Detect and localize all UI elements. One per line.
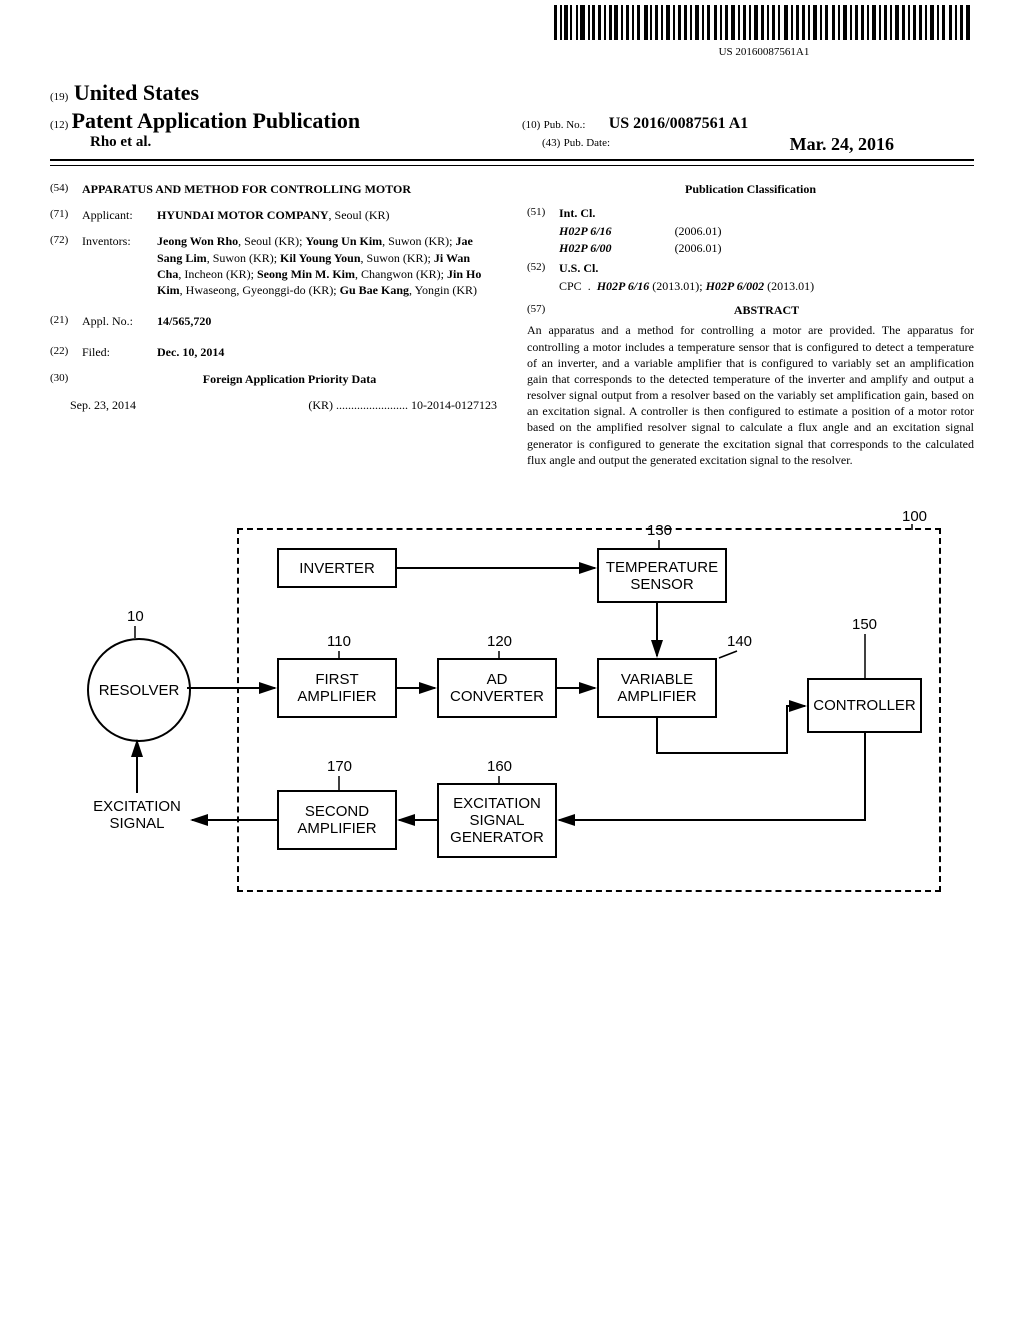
- applicant-loc: Seoul (KR): [335, 208, 390, 222]
- pub-date-label: Pub. Date:: [564, 137, 610, 149]
- priority-dots: ........................: [336, 398, 408, 412]
- abstract-text: An apparatus and a method for controllin…: [527, 322, 974, 468]
- appl-no: 14/565,720: [157, 314, 211, 328]
- var-amp-ref-num: 140: [727, 633, 752, 650]
- ad-converter-block: ADCONVERTER: [437, 658, 557, 718]
- inid-19: (19): [50, 91, 68, 103]
- inid-22: (22): [50, 344, 82, 360]
- pub-no: US 2016/0087561 A1: [609, 115, 749, 132]
- intcl-2-year: (2006.01): [675, 241, 722, 255]
- first-amp-ref-num: 110: [327, 633, 351, 650]
- intcl-label: Int. Cl.: [559, 206, 595, 220]
- authors-et-al: Rho et al.: [50, 134, 522, 155]
- ad-conv-ref-num: 120: [487, 633, 512, 650]
- inid-10: (10): [522, 119, 540, 131]
- filed-label: Filed:: [82, 344, 157, 360]
- biblio-right-column: Publication Classification (51) Int. Cl.…: [527, 181, 974, 468]
- doc-type: Patent Application Publication: [72, 108, 360, 133]
- priority-date: Sep. 23, 2014: [70, 397, 136, 413]
- resolver-block: RESOLVER: [87, 638, 191, 742]
- divider-thin: [50, 165, 974, 166]
- pub-no-label: Pub. No.:: [544, 119, 586, 131]
- exc-gen-ref-num: 160: [487, 758, 512, 775]
- cpc-1-year: (2013.01);: [652, 279, 702, 293]
- temp-sensor-block: TEMPERATURESENSOR: [597, 548, 727, 603]
- inid-43: (43): [542, 137, 560, 149]
- exc-gen-label: EXCITATIONSIGNALGENERATOR: [450, 795, 544, 846]
- cpc-2-year: (2013.01): [767, 279, 814, 293]
- barcode-graphic: [554, 5, 974, 40]
- temp-sensor-label: TEMPERATURESENSOR: [606, 559, 718, 593]
- intcl-2-code: H02P 6/00: [559, 241, 612, 255]
- pub-class-title: Publication Classification: [527, 181, 974, 197]
- second-amp-block: SECONDAMPLIFIER: [277, 790, 397, 850]
- resolver-label: RESOLVER: [99, 682, 180, 699]
- inid-57: (57): [527, 302, 559, 318]
- inid-21: (21): [50, 313, 82, 329]
- inid-72: (72): [50, 233, 82, 298]
- priority-title: Foreign Application Priority Data: [203, 372, 376, 386]
- pub-date: Mar. 24, 2016: [790, 134, 974, 155]
- inid-12: (12): [50, 119, 68, 131]
- controller-ref-num: 150: [852, 616, 877, 633]
- priority-country: (KR): [308, 398, 333, 412]
- inverter-block: INVERTER: [277, 548, 397, 588]
- inid-54: (54): [50, 181, 82, 197]
- inid-52: (52): [527, 260, 559, 276]
- invention-title: APPARATUS AND METHOD FOR CONTROLLING MOT…: [82, 182, 411, 196]
- block-diagram: RESOLVER 10 EXCITATIONSIGNAL INVERTER FI…: [87, 508, 937, 908]
- inventors-label: Inventors:: [82, 233, 157, 298]
- abstract-title: ABSTRACT: [734, 303, 799, 317]
- cpc-2: H02P 6/002: [706, 279, 765, 293]
- uscl-label: U.S. Cl.: [559, 261, 598, 275]
- second-amp-ref-num: 170: [327, 758, 352, 775]
- appl-no-label: Appl. No.:: [82, 313, 157, 329]
- intcl-1-year: (2006.01): [675, 224, 722, 238]
- first-amp-label: FIRSTAMPLIFIER: [297, 671, 376, 705]
- resolver-ref-num: 10: [127, 608, 144, 625]
- var-amp-label: VARIABLEAMPLIFIER: [617, 671, 696, 705]
- priority-num: 10-2014-0127123: [411, 398, 497, 412]
- applicant-name: HYUNDAI MOTOR COMPANY: [157, 208, 329, 222]
- controller-block: CONTROLLER: [807, 678, 922, 733]
- controller-label: CONTROLLER: [813, 697, 916, 714]
- cpc-label: CPC: [559, 279, 582, 293]
- filed-date: Dec. 10, 2014: [157, 345, 224, 359]
- excitation-signal-label: EXCITATIONSIGNAL: [87, 798, 187, 832]
- system-ref-num: 100: [902, 508, 927, 525]
- inid-51: (51): [527, 205, 559, 221]
- temp-sensor-ref-num: 130: [647, 522, 672, 539]
- excitation-gen-block: EXCITATIONSIGNALGENERATOR: [437, 783, 557, 858]
- country-name: United States: [74, 80, 199, 105]
- divider-thick: [50, 159, 974, 161]
- first-amplifier-block: FIRSTAMPLIFIER: [277, 658, 397, 718]
- inid-30: (30): [50, 371, 82, 387]
- variable-amp-block: VARIABLEAMPLIFIER: [597, 658, 717, 718]
- inverter-label: INVERTER: [299, 560, 375, 577]
- barcode-region: US 20160087561A1: [554, 5, 974, 58]
- biblio-left-column: (54) APPARATUS AND METHOD FOR CONTROLLIN…: [50, 181, 497, 468]
- barcode-text: US 20160087561A1: [554, 46, 974, 58]
- inventors-list: Jeong Won Rho, Seoul (KR); Young Un Kim,…: [157, 233, 497, 298]
- ad-conv-label: ADCONVERTER: [450, 671, 544, 705]
- inid-71: (71): [50, 207, 82, 223]
- second-amp-label: SECONDAMPLIFIER: [297, 803, 376, 837]
- cpc-dots: .: [588, 279, 591, 293]
- cpc-1: H02P 6/16: [597, 279, 650, 293]
- intcl-1-code: H02P 6/16: [559, 224, 612, 238]
- applicant-label: Applicant:: [82, 207, 157, 223]
